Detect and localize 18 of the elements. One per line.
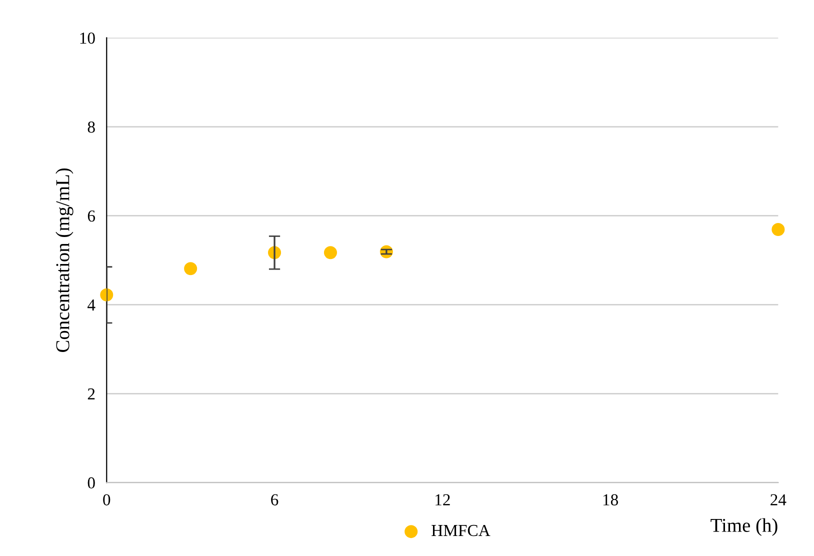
y-axis-title: Concentration (mg/mL)	[56, 168, 74, 352]
x-tick-label: 18	[603, 494, 618, 506]
y-tick-label: 10	[80, 32, 95, 44]
point	[184, 262, 198, 276]
legend-label: HMFCA	[432, 524, 490, 536]
x-tick-label: 12	[436, 494, 450, 506]
y-tick-label: 8	[88, 121, 95, 133]
y-tick-label: 2	[88, 388, 95, 400]
y-tick-label: 0	[88, 477, 95, 489]
x-tick-label: 0	[103, 494, 110, 506]
point	[772, 223, 785, 236]
y-tick-label: 6	[88, 210, 96, 222]
point	[324, 246, 337, 260]
x-tick-label: 6	[271, 494, 278, 506]
point	[100, 288, 114, 302]
y-tick-label: 4	[88, 300, 96, 310]
x-tick-label: 24	[770, 494, 786, 506]
x-axis-title: Time (h)	[710, 518, 778, 536]
